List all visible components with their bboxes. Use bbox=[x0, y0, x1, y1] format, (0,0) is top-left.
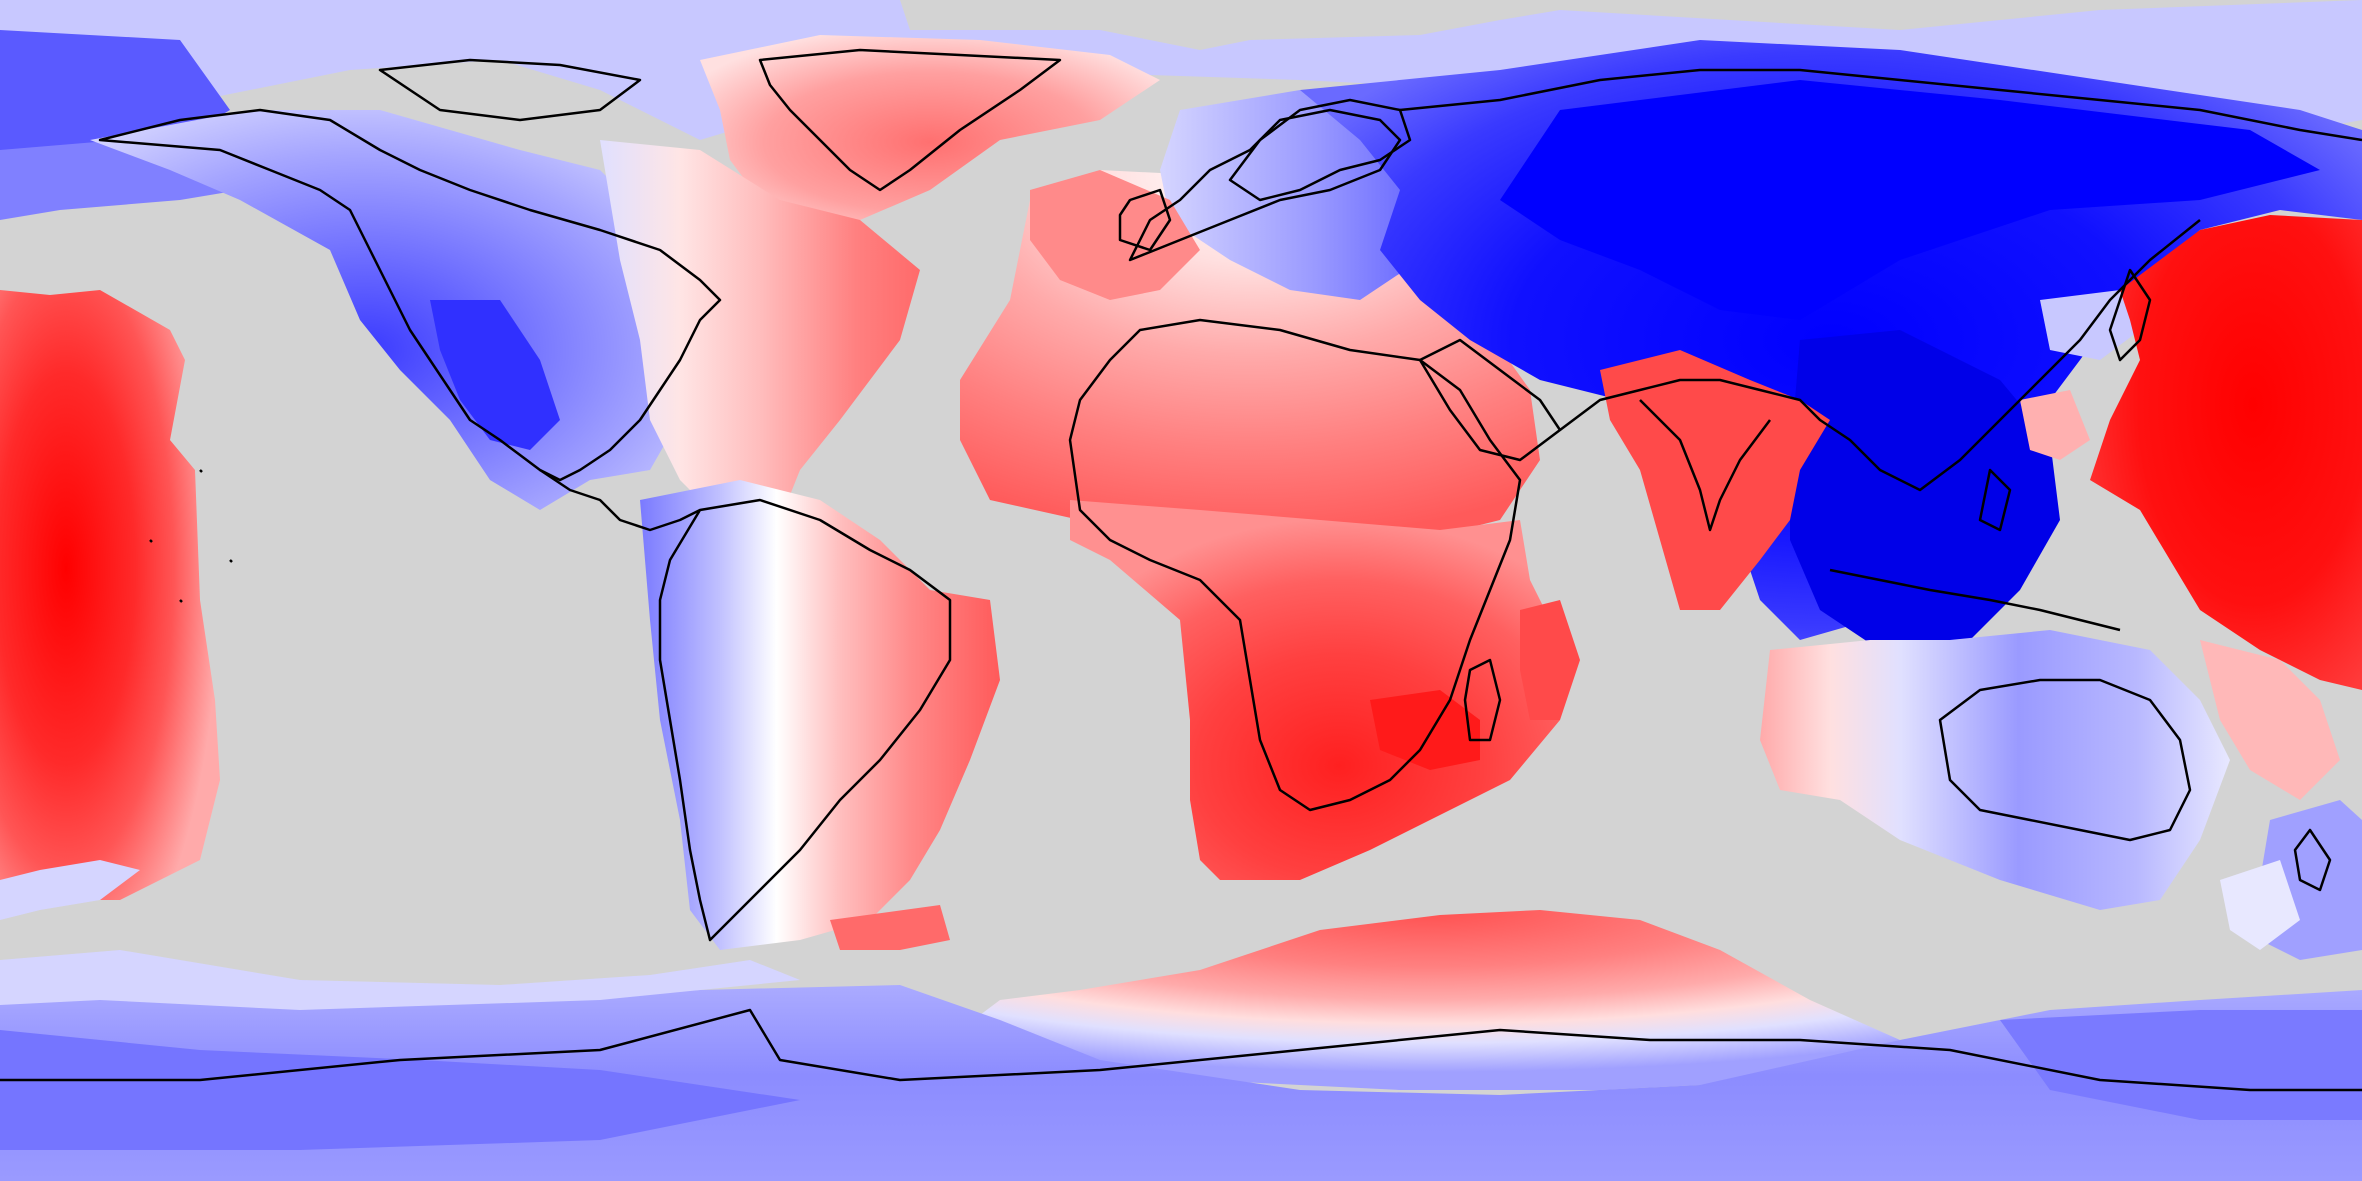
coastline-arctic-islands bbox=[378, 58, 642, 122]
region-siberia-core bbox=[1500, 80, 2320, 320]
coastline-indonesia bbox=[1829, 568, 2121, 632]
region-southern-africa-core bbox=[1370, 690, 1480, 770]
coastline-north-america bbox=[98, 108, 722, 482]
region-north-america-core bbox=[430, 300, 560, 450]
region-central-pacific bbox=[0, 290, 220, 910]
region-east-australia-red bbox=[2200, 640, 2340, 800]
coastline-asia-east bbox=[1559, 219, 2201, 492]
region-central-pacific-edge bbox=[0, 860, 140, 920]
region-antarctica-west-lobe bbox=[0, 1030, 800, 1150]
region-greenland bbox=[700, 35, 1160, 230]
region-south-asia bbox=[1600, 350, 1830, 610]
coastline-africa bbox=[1068, 318, 1522, 812]
coastline-pacific-islands bbox=[149, 469, 233, 603]
coastlines bbox=[0, 48, 2362, 1092]
region-western-pacific-pink bbox=[2020, 390, 2090, 460]
coastline-asia-north bbox=[1399, 68, 2362, 142]
coastline-south-america bbox=[658, 498, 952, 942]
region-australia bbox=[1760, 630, 2230, 910]
region-pacific-south-light bbox=[2220, 860, 2300, 950]
region-western-atlantic bbox=[600, 140, 920, 520]
coastline-scandinavia bbox=[1228, 98, 1412, 202]
coastline-india bbox=[1639, 399, 1771, 532]
coastline-madagascar bbox=[1463, 658, 1502, 742]
coastline-japan bbox=[2108, 268, 2152, 362]
coastline-europe bbox=[1128, 108, 1402, 262]
coastline-antarctica bbox=[0, 1008, 2362, 1092]
coastline-british-isles bbox=[1118, 188, 1172, 252]
region-southern-africa bbox=[1070, 500, 1560, 880]
region-antarctica-light-band bbox=[0, 950, 800, 1010]
region-western-pacific bbox=[2090, 215, 2362, 690]
region-south-atlantic-tip bbox=[830, 905, 950, 950]
region-western-europe-red bbox=[1030, 170, 1200, 300]
coastline-australia bbox=[1938, 678, 2192, 842]
coastline-new-zealand bbox=[2293, 828, 2332, 892]
region-antarctica-east-lobe bbox=[2000, 1010, 2362, 1120]
coastline-greenland bbox=[758, 48, 1062, 192]
coastline-central-america bbox=[539, 468, 701, 532]
region-south-america bbox=[640, 480, 1000, 950]
region-southern-ocean-africa bbox=[960, 910, 1900, 1090]
coastline-philippines bbox=[1978, 468, 2012, 532]
region-madagascar-patch bbox=[1520, 600, 1580, 720]
region-southeast-asia bbox=[1790, 330, 2060, 650]
